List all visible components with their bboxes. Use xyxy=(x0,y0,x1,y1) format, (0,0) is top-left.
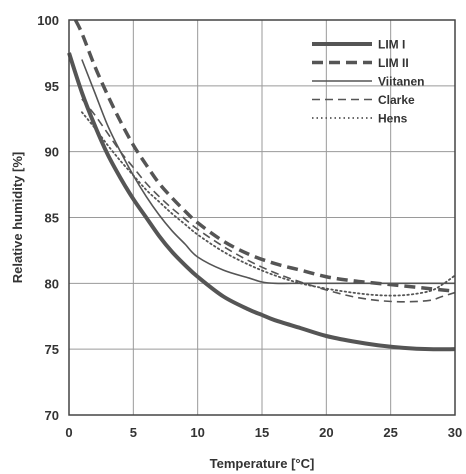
y-tick-label: 70 xyxy=(45,408,59,423)
y-tick-labels: 70 75 80 85 90 95 100 xyxy=(37,13,59,423)
x-tick-label: 20 xyxy=(319,425,333,440)
series-line-clarke xyxy=(81,98,456,303)
legend-label: LIM II xyxy=(378,56,409,70)
y-axis-label: Relative humidity [%] xyxy=(10,152,25,283)
plot-frame xyxy=(68,19,456,416)
legend-label: LIM I xyxy=(378,38,405,52)
legend: LIM I LIM II Viitanen Clarke Hens xyxy=(312,38,424,126)
y-tick-label: 95 xyxy=(45,79,59,94)
series-line-viitanen xyxy=(81,59,455,285)
y-tick-label: 90 xyxy=(45,145,59,160)
x-tick-label: 5 xyxy=(130,425,137,440)
legend-label: Clarke xyxy=(378,93,415,107)
x-tick-label: 25 xyxy=(383,425,397,440)
x-tick-label: 10 xyxy=(190,425,204,440)
y-tick-label: 100 xyxy=(37,13,59,28)
x-tick-label: 30 xyxy=(448,425,462,440)
series-line-lim-i xyxy=(67,52,456,352)
y-tick-label: 75 xyxy=(45,342,59,357)
x-tick-label: 0 xyxy=(65,425,72,440)
x-tick-labels: 0 5 10 15 20 25 30 xyxy=(65,425,462,440)
x-tick-label: 15 xyxy=(255,425,269,440)
series-line-hens xyxy=(80,111,456,297)
y-tick-label: 80 xyxy=(45,276,59,291)
series-line-lim-ii xyxy=(73,19,456,293)
legend-label: Viitanen xyxy=(378,75,424,89)
series-layer xyxy=(67,19,456,352)
x-axis-label: Temperature [°C] xyxy=(210,456,315,471)
y-tick-label: 85 xyxy=(45,211,59,226)
legend-label: Hens xyxy=(378,112,408,126)
